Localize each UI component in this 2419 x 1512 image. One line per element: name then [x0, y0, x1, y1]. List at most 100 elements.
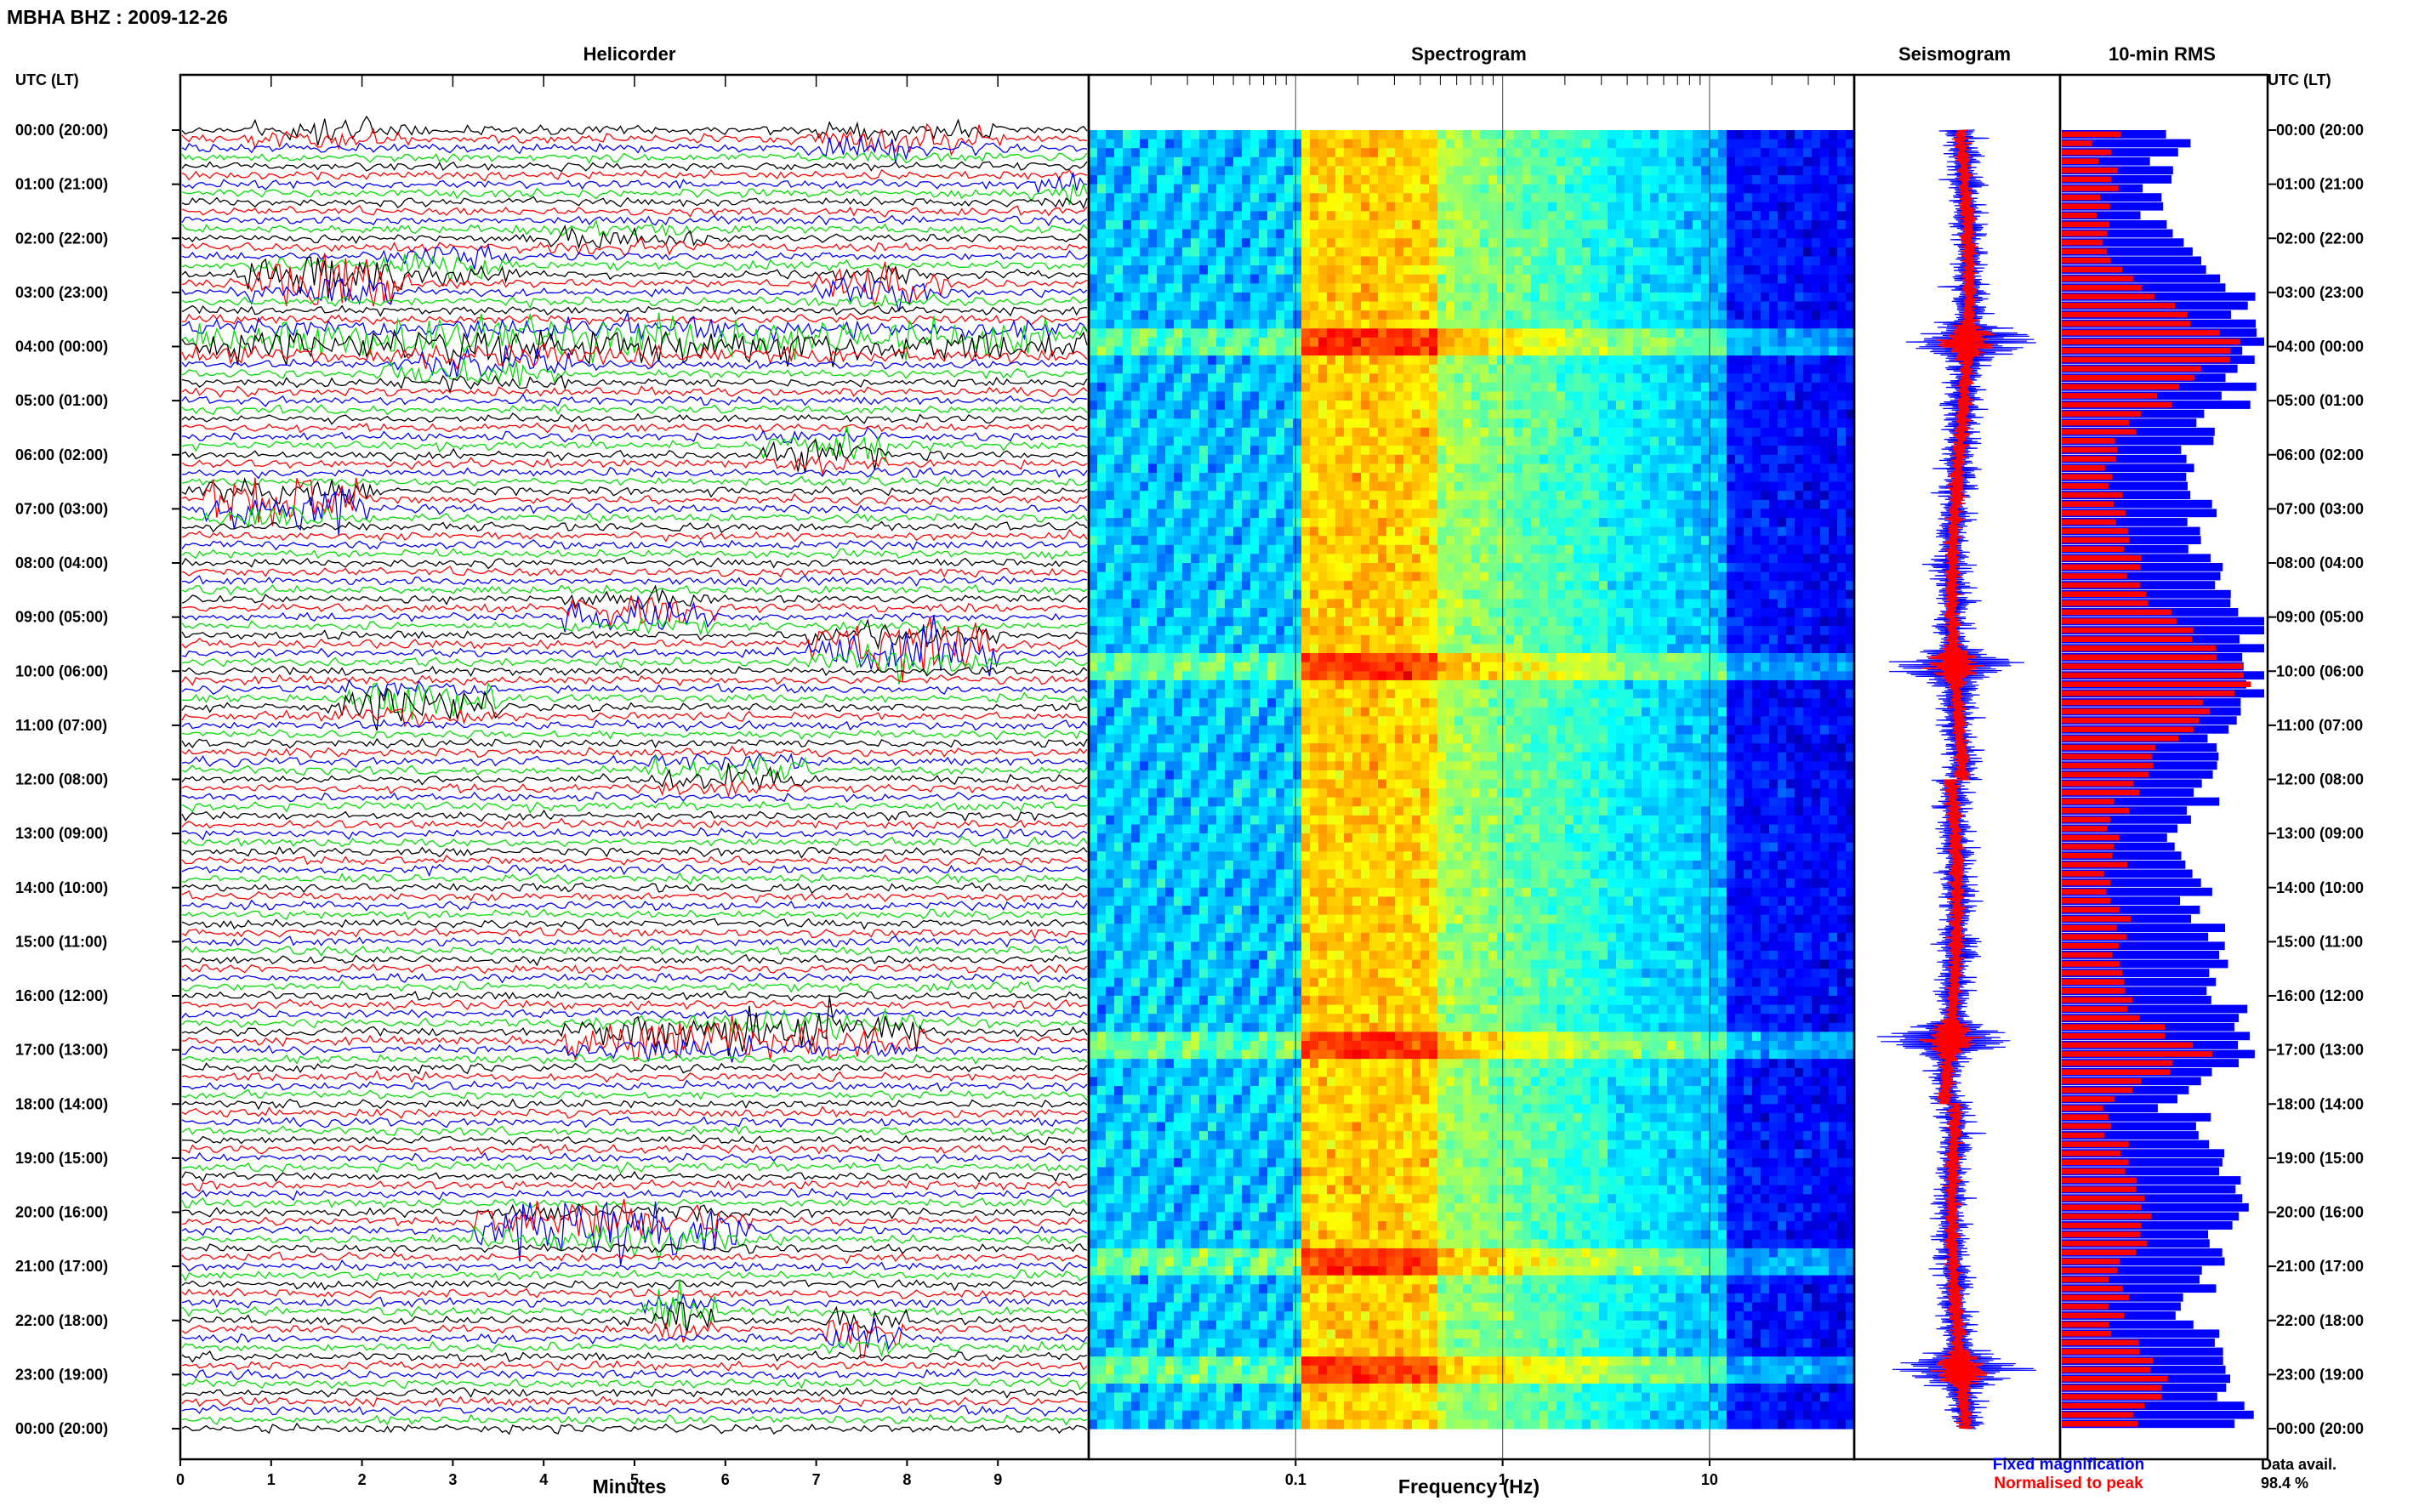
- spectrogram-cell: [1199, 184, 1209, 194]
- spectrogram-cell: [1276, 211, 1285, 221]
- figure-title: MBHA BHZ : 2009-12-26: [7, 6, 228, 28]
- spectrogram-cell: [1471, 139, 1481, 149]
- spectrogram-cell: [1378, 202, 1387, 212]
- spectrogram-cell: [1608, 463, 1617, 474]
- spectrogram-cell: [1140, 274, 1149, 284]
- spectrogram-cell: [1531, 473, 1540, 483]
- spectrogram-cell: [1429, 346, 1438, 356]
- spectrogram-cell: [1812, 436, 1821, 446]
- spectrogram-cell: [1693, 238, 1702, 248]
- spectrogram-cell: [1505, 526, 1515, 537]
- spectrogram-cell: [1089, 554, 1098, 564]
- spectrogram-cell: [1089, 156, 1098, 167]
- spectrogram-cell: [1403, 166, 1413, 176]
- spectrogram-cell: [1429, 391, 1438, 401]
- spectrogram-cell: [1114, 184, 1124, 194]
- spectrogram-cell: [1106, 418, 1115, 429]
- spectrogram-cell: [1582, 436, 1591, 446]
- spectrogram-cell: [1250, 256, 1260, 266]
- spectrogram-cell: [1420, 156, 1430, 167]
- spectrogram-cell: [1369, 589, 1379, 600]
- spectrogram-cell: [1437, 184, 1447, 194]
- spectrogram-cell: [1769, 283, 1779, 293]
- helicorder-trace: [181, 817, 1088, 831]
- spectrogram-cell: [1131, 491, 1141, 501]
- spectrogram-cell: [1642, 211, 1651, 221]
- spectrogram-cell: [1820, 554, 1830, 564]
- spectrogram-cell: [1744, 283, 1753, 293]
- spectrogram-cell: [1659, 427, 1668, 438]
- spectrogram-cell: [1786, 229, 1796, 239]
- helicorder-trace: [181, 182, 1088, 206]
- spectrogram-cell: [1437, 544, 1447, 554]
- spectrogram-cell: [1335, 418, 1345, 429]
- spectrogram-cell: [1574, 283, 1583, 293]
- spectrogram-cell: [1523, 373, 1532, 384]
- spectrogram-cell: [1846, 193, 1855, 203]
- spectrogram-cell: [1267, 518, 1277, 528]
- spectrogram-cell: [1259, 409, 1268, 419]
- spectrogram-cell: [1089, 536, 1098, 546]
- spectrogram-cell: [1803, 265, 1813, 276]
- spectrogram-cell: [1497, 301, 1506, 311]
- spectrogram-cell: [1565, 148, 1574, 158]
- spectrogram-cell: [1574, 229, 1583, 239]
- spectrogram-cell: [1625, 554, 1634, 564]
- helicorder-trace: [181, 1143, 1088, 1156]
- spectrogram-cell: [1693, 509, 1702, 519]
- spectrogram-cell: [1633, 481, 1642, 492]
- spectrogram-cell: [1684, 346, 1693, 356]
- spectrogram-cell: [1165, 364, 1175, 374]
- spectrogram-cell: [1259, 328, 1268, 338]
- spectrogram-cell: [1735, 436, 1745, 446]
- spectrogram-cell: [1233, 238, 1243, 248]
- spectrogram-cell: [1310, 509, 1319, 519]
- spectrogram-cell: [1718, 536, 1727, 546]
- spectrogram-cell: [1514, 599, 1523, 609]
- spectrogram-cell: [1752, 256, 1762, 266]
- spectrogram-cell: [1591, 292, 1600, 303]
- spectrogram-cell: [1829, 446, 1838, 456]
- spectrogram-cell: [1574, 599, 1583, 609]
- spectrogram-cell: [1676, 193, 1685, 203]
- spectrogram-cell: [1276, 491, 1285, 501]
- spectrogram-cell: [1599, 211, 1608, 221]
- spectrogram-cell: [1633, 544, 1642, 554]
- spectrogram-cell: [1574, 175, 1583, 185]
- spectrogram-cell: [1718, 256, 1727, 266]
- spectrogram-cell: [1097, 130, 1107, 140]
- spectrogram-cell: [1591, 473, 1600, 483]
- spectrogram-cell: [1293, 283, 1302, 293]
- spectrogram-cell: [1259, 301, 1268, 311]
- spectrogram-cell: [1378, 346, 1387, 356]
- spectrogram-cell: [1089, 373, 1098, 384]
- spectrogram-cell: [1182, 364, 1192, 374]
- spectrogram-cell: [1684, 319, 1693, 329]
- spectrogram-cell: [1106, 463, 1115, 474]
- spectrogram-cell: [1463, 364, 1472, 374]
- spectrogram-cell: [1140, 446, 1149, 456]
- spectrogram-cell: [1216, 265, 1226, 276]
- spectrogram-cell: [1114, 436, 1124, 446]
- spectrogram-cell: [1837, 148, 1847, 158]
- spectrogram-cell: [1710, 355, 1719, 366]
- spectrogram-cell: [1301, 499, 1311, 509]
- spectrogram-cell: [1148, 554, 1158, 564]
- spectrogram-cell: [1574, 391, 1583, 401]
- spectrogram-cell: [1318, 418, 1328, 429]
- spectrogram-cell: [1233, 310, 1243, 321]
- spectrogram-cell: [1369, 139, 1379, 149]
- spectrogram-cell: [1786, 509, 1796, 519]
- spectrogram-cell: [1565, 599, 1574, 609]
- spectrogram-cell: [1293, 589, 1302, 600]
- spectrogram-cell: [1582, 247, 1591, 258]
- spectrogram-cell: [1242, 491, 1251, 501]
- spectrogram-cell: [1131, 310, 1141, 321]
- spectrogram-cell: [1301, 156, 1311, 167]
- spectrogram-cell: [1846, 247, 1855, 258]
- spectrogram-cell: [1591, 436, 1600, 446]
- spectrogram-cell: [1199, 193, 1209, 203]
- spectrogram-cell: [1769, 130, 1779, 140]
- spectrogram-cell: [1369, 599, 1379, 609]
